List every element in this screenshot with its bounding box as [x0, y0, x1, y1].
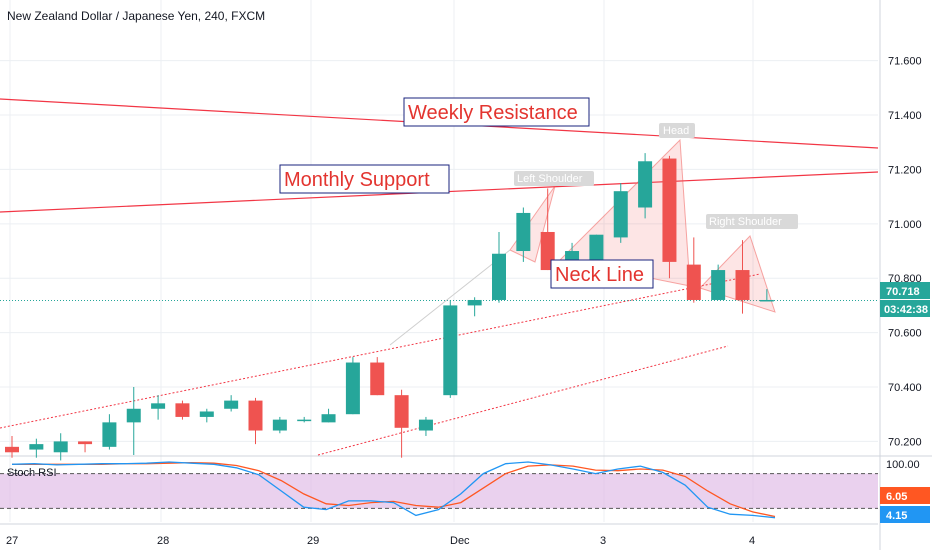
candle-body [759, 299, 774, 302]
svg-text:Right Shoulder: Right Shoulder [709, 216, 782, 228]
left-shoulder-tag: Left Shoulder [514, 171, 594, 186]
svg-text:Stoch RSI: Stoch RSI [7, 467, 57, 479]
time-tick-label: 3 [600, 535, 606, 547]
candle-body [662, 158, 677, 262]
candle-body [613, 191, 628, 238]
stoch-rsi-title[interactable]: Stoch RSI [7, 467, 57, 479]
candle-body [443, 305, 458, 396]
candle-body [418, 419, 433, 431]
stoch-k-value-tag: 4.15 [880, 506, 930, 523]
pattern-lead-line [389, 249, 511, 346]
time-axis[interactable]: 27 28 29 Dec 3 4 [0, 523, 878, 547]
candle-body [78, 441, 93, 445]
candle-body [151, 403, 166, 409]
svg-text:4.15: 4.15 [886, 510, 907, 522]
candle-body [370, 362, 385, 396]
lower-channel-line [317, 345, 729, 456]
svg-text:6.05: 6.05 [886, 491, 907, 503]
candle-body [321, 414, 336, 423]
time-tick-label: 28 [157, 535, 169, 547]
stoch-rsi-pane [0, 461, 878, 519]
price-tick-label: 70.400 [888, 382, 922, 394]
countdown-tag: 03:42:38 [880, 300, 930, 317]
candle-body [53, 441, 68, 453]
last-price-tag: 70.718 [880, 282, 930, 299]
candle-body [638, 161, 653, 208]
candle-body [29, 444, 44, 450]
candle-body [394, 395, 409, 428]
svg-text:Monthly Support: Monthly Support [284, 169, 430, 191]
neck-line [0, 273, 761, 429]
stoch-k-line [11, 461, 776, 519]
chart-title: New Zealand Dollar / Japanese Yen, 240, … [7, 9, 265, 23]
candle-body [272, 419, 287, 431]
price-tick-label: 71.600 [888, 56, 922, 68]
candle-body [248, 400, 263, 431]
candle-body [297, 419, 312, 422]
candle-body [711, 270, 726, 300]
time-tick-label: Dec [450, 535, 470, 547]
monthly-support-label[interactable]: Monthly Support [279, 164, 450, 194]
price-tick-label: 71.400 [888, 110, 922, 122]
candle-body [516, 212, 531, 252]
time-tick-label: 27 [6, 535, 18, 547]
right-shoulder-tag: Right Shoulder [706, 214, 798, 229]
svg-text:03:42:38: 03:42:38 [884, 304, 928, 316]
neck-line-label[interactable]: Neck Line [550, 259, 654, 289]
time-tick-label: 4 [749, 535, 755, 547]
candle-body [345, 362, 360, 415]
price-tick-label: 70.200 [888, 436, 922, 448]
candle-body [467, 299, 482, 306]
svg-text:Neck Line: Neck Line [555, 264, 644, 286]
head-tag: Head [659, 123, 695, 138]
price-tick-label: 71.000 [888, 219, 922, 231]
candle-body [492, 253, 506, 300]
svg-text:Weekly Resistance: Weekly Resistance [408, 102, 578, 124]
candle-body [102, 422, 117, 447]
candle-body [126, 408, 141, 423]
stoch-band [0, 473, 878, 509]
price-tick-label: 70.600 [888, 328, 922, 340]
time-tick-label: 29 [307, 535, 319, 547]
candle-body [735, 270, 750, 300]
stoch-top-tick: 100.00 [886, 459, 920, 471]
candles [5, 153, 774, 461]
candle-body [589, 234, 604, 265]
candle-body [199, 411, 214, 417]
stoch-d-value-tag: 6.05 [880, 487, 930, 504]
weekly-resistance-label[interactable]: Weekly Resistance [403, 97, 590, 127]
svg-text:70.718: 70.718 [886, 286, 920, 298]
svg-text:Head: Head [663, 125, 689, 137]
svg-text:Left Shoulder: Left Shoulder [517, 173, 583, 185]
candle-body [5, 446, 19, 453]
candle-body [686, 264, 701, 300]
candle-body [175, 403, 190, 417]
price-tick-label: 71.200 [888, 164, 922, 176]
candle-body [224, 400, 239, 409]
